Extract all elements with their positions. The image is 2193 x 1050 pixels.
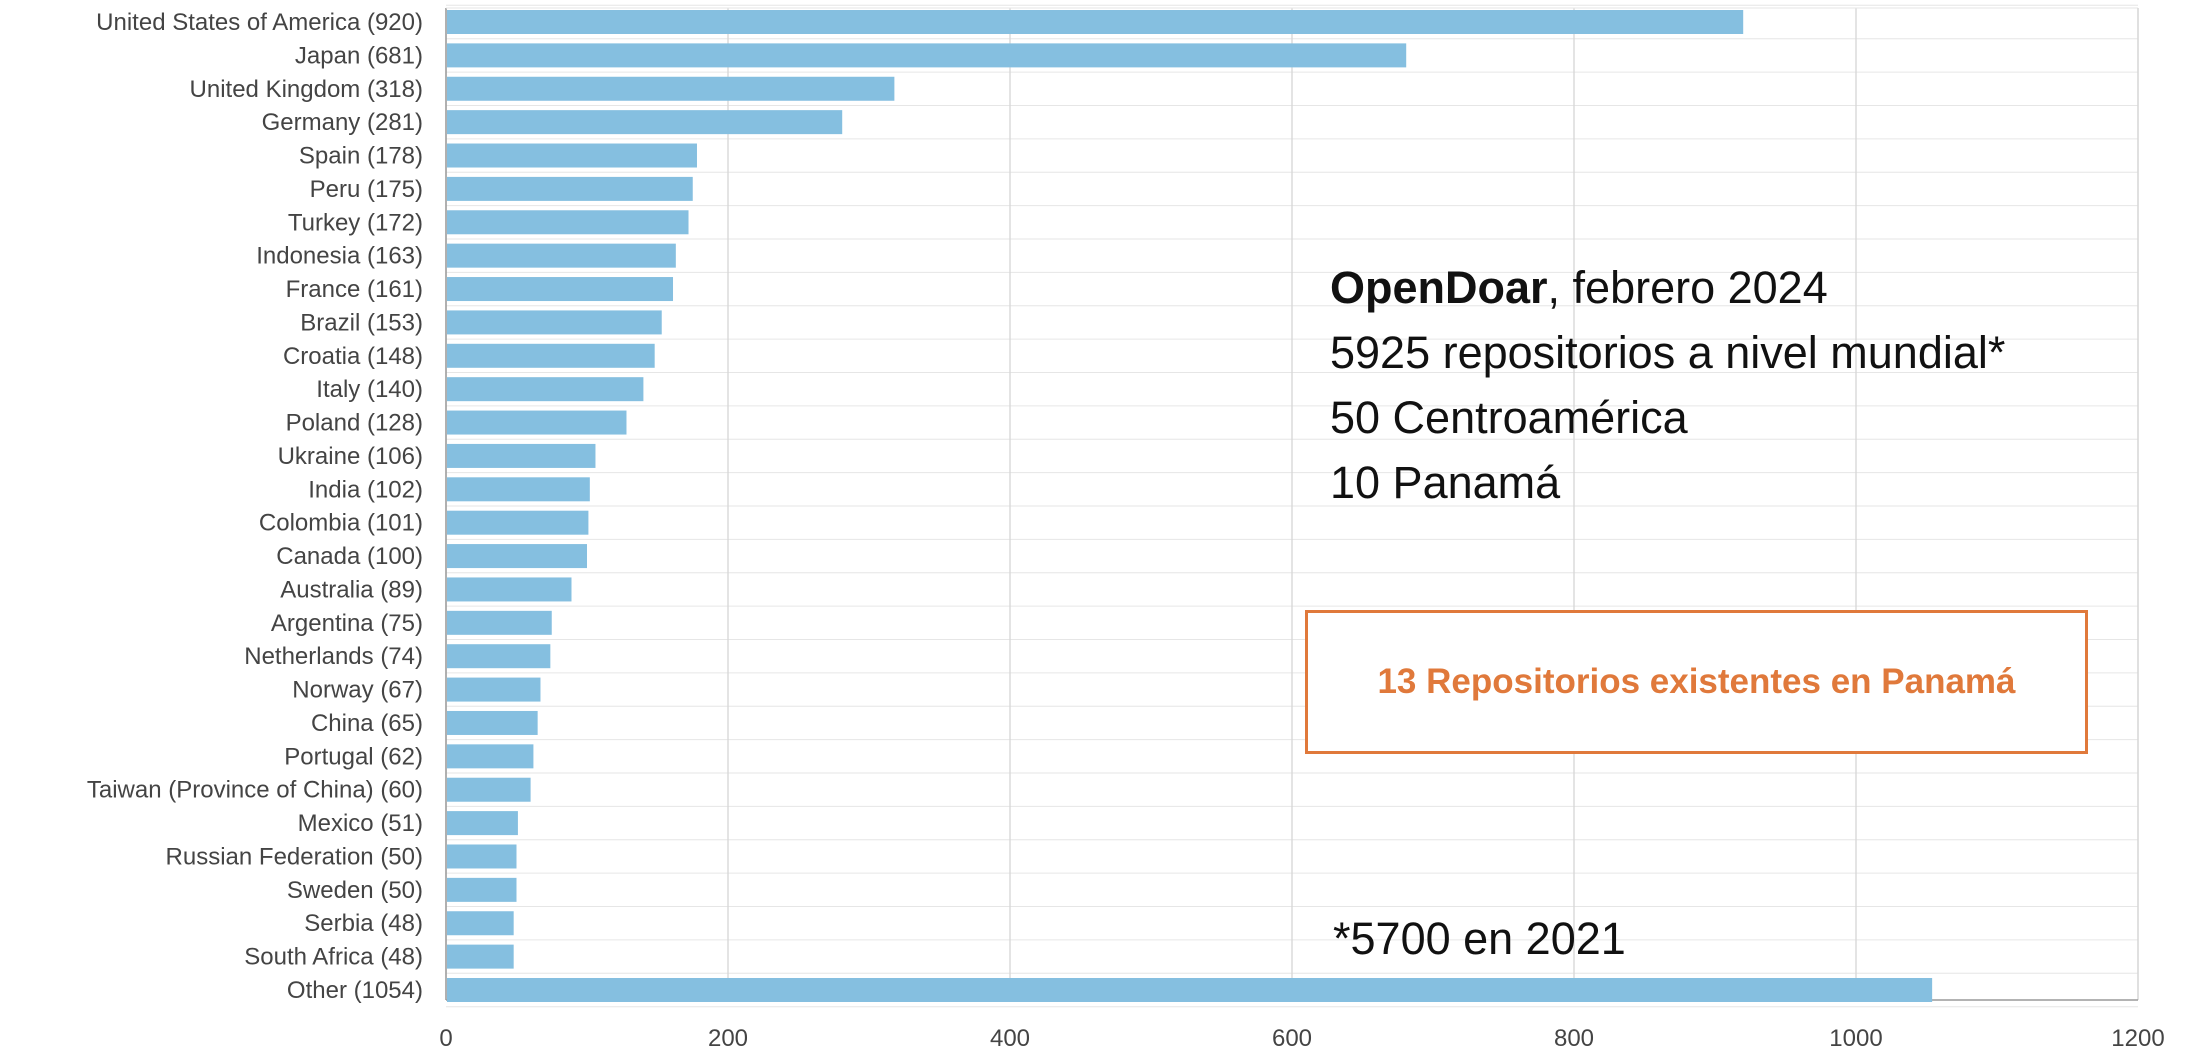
- category-label: Poland (128): [286, 410, 423, 437]
- x-tick-label: 200: [708, 1025, 748, 1050]
- bar: [447, 677, 541, 702]
- category-label: Netherlands (74): [244, 643, 423, 670]
- bar: [447, 544, 587, 569]
- bar: [447, 10, 1744, 34]
- bar: [447, 343, 655, 368]
- category-label: Japan (681): [295, 42, 423, 69]
- category-label: Mexico (51): [298, 810, 423, 837]
- x-tick-label: 400: [990, 1025, 1030, 1050]
- category-label: Australia (89): [280, 576, 423, 603]
- bar: [447, 710, 538, 735]
- bar: [447, 877, 517, 902]
- highlight-text: 13 Repositorios existentes en Panamá: [1377, 662, 2016, 701]
- info-central-america-line: 50 Centroamérica: [1330, 392, 1688, 443]
- bar: [447, 443, 596, 468]
- x-tick-label: 1200: [2111, 1025, 2164, 1050]
- info-text-block: OpenDoar, febrero 2024 5925 repositorios…: [1330, 255, 2005, 515]
- category-label: Serbia (48): [304, 910, 423, 937]
- bar: [447, 644, 551, 669]
- bar: [447, 277, 674, 302]
- category-label: Ukraine (106): [278, 443, 423, 470]
- category-label: South Africa (48): [244, 944, 423, 971]
- highlight-box: 13 Repositorios existentes en Panamá: [1305, 610, 2088, 754]
- bar: [447, 310, 662, 335]
- x-tick-label: 0: [439, 1025, 452, 1050]
- info-title-bold: OpenDoar: [1330, 262, 1548, 313]
- category-label: France (161): [286, 276, 423, 303]
- bar: [447, 243, 676, 268]
- info-title-line: OpenDoar, febrero 2024: [1330, 255, 2005, 320]
- info-title-rest: , febrero 2024: [1547, 262, 1828, 313]
- category-label: United States of America (920): [96, 9, 423, 36]
- category-label: United Kingdom (318): [190, 76, 423, 103]
- x-tick-label: 600: [1272, 1025, 1312, 1050]
- bar: [447, 377, 644, 402]
- bar: [447, 610, 552, 635]
- category-label: Brazil (153): [300, 309, 423, 336]
- bar: [447, 510, 589, 535]
- bar: [447, 477, 590, 502]
- category-label: Russian Federation (50): [166, 843, 423, 870]
- category-label: Other (1054): [287, 977, 423, 1004]
- bar: [447, 176, 693, 201]
- bar: [447, 911, 514, 936]
- category-label: Portugal (62): [284, 743, 423, 770]
- bar: [447, 143, 697, 168]
- bar: [447, 978, 1933, 1002]
- category-label: Peru (175): [310, 176, 423, 203]
- category-label: Spain (178): [299, 143, 423, 170]
- bar: [447, 944, 514, 969]
- category-label: China (65): [311, 710, 423, 737]
- category-label: Canada (100): [276, 543, 423, 570]
- x-tick-label: 1000: [1829, 1025, 1882, 1050]
- category-label: Turkey (172): [288, 209, 423, 236]
- category-label: India (102): [308, 476, 423, 503]
- bar: [447, 777, 531, 802]
- category-label: Italy (140): [316, 376, 423, 403]
- footnote: *5700 en 2021: [1333, 913, 1626, 964]
- bar: [447, 577, 572, 602]
- bar: [447, 210, 689, 235]
- info-panama-line: 10 Panamá: [1330, 457, 1561, 508]
- bar: [447, 844, 517, 869]
- category-label: Croatia (148): [283, 343, 423, 370]
- bar: [447, 811, 518, 836]
- category-label: Norway (67): [292, 677, 423, 704]
- bar: [447, 744, 534, 769]
- category-label: Colombia (101): [259, 510, 423, 537]
- category-label: Indonesia (163): [256, 243, 423, 270]
- info-worldwide-line: 5925 repositorios a nivel mundial*: [1330, 327, 2006, 378]
- category-label: Sweden (50): [287, 877, 423, 904]
- x-tick-label: 800: [1554, 1025, 1594, 1050]
- category-label: Argentina (75): [271, 610, 423, 637]
- bar: [447, 110, 843, 135]
- bar: [447, 76, 895, 101]
- category-label: Germany (281): [262, 109, 423, 136]
- bar: [447, 410, 627, 435]
- category-label: Taiwan (Province of China) (60): [87, 777, 423, 804]
- bar: [447, 43, 1407, 68]
